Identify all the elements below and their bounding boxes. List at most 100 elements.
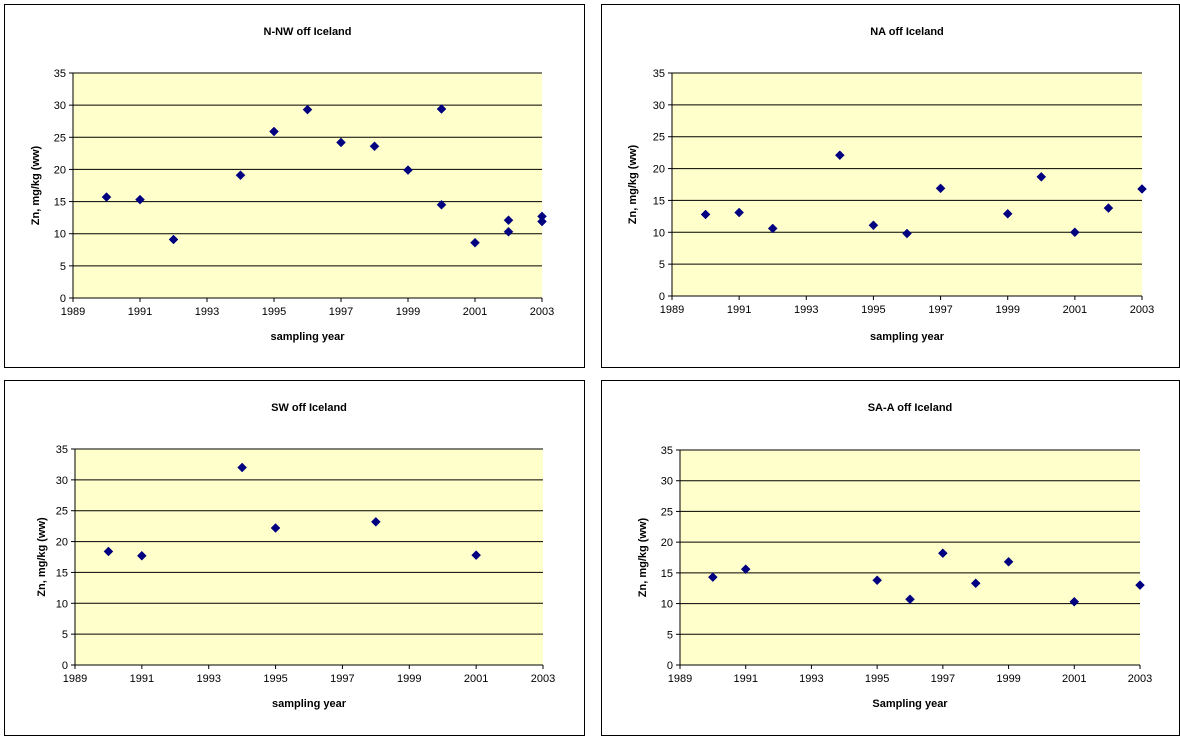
- plot-area: [680, 450, 1140, 665]
- data-point: [835, 150, 845, 161]
- x-tick-label: 2003: [530, 306, 554, 318]
- x-tick-label: 1993: [195, 306, 219, 318]
- data-point: [537, 216, 547, 227]
- data-point: [767, 223, 778, 234]
- x-tick-label: 1995: [262, 306, 286, 318]
- x-tick-label: 1995: [263, 673, 287, 685]
- data-point: [235, 170, 246, 181]
- y-tick-label: 10: [54, 229, 66, 241]
- data-point: [436, 104, 447, 114]
- chart-title: N-NW off Iceland: [264, 26, 352, 38]
- y-tick-label: 25: [54, 132, 66, 144]
- data-point: [902, 228, 912, 239]
- y-tick-label: 35: [661, 445, 673, 457]
- data-point: [336, 137, 346, 148]
- y-tick-label: 5: [659, 259, 665, 271]
- data-point: [868, 220, 879, 231]
- x-tick-label: 1989: [61, 306, 85, 318]
- data-point: [503, 226, 514, 237]
- data-point: [905, 594, 915, 605]
- data-point: [1003, 556, 1014, 567]
- data-point: [935, 183, 946, 194]
- data-point: [137, 550, 147, 561]
- x-tick-label: 1993: [799, 673, 823, 685]
- data-point: [938, 548, 948, 559]
- y-tick-label: 25: [653, 132, 665, 144]
- y-axis-label: Zn, mg/kg (ww): [627, 144, 639, 224]
- chart-panel-sw: 0 5 10 15 20 25 30 35 1989 1991 1993 1995 1997 1999 20…: [4, 380, 585, 736]
- x-tick-label: 2001: [463, 306, 487, 318]
- data-point: [1103, 203, 1114, 213]
- data-point: [503, 215, 514, 226]
- data-point: [237, 462, 247, 473]
- scatter-chart: 0 5 10 15 20 25 30 35 1989 1991 1993 1995 1997 1999 20…: [30, 26, 554, 343]
- x-tick-label: 2001: [1062, 673, 1086, 685]
- data-point: [101, 192, 112, 202]
- y-tick-label: 10: [661, 599, 673, 611]
- y-tick-label: 15: [653, 195, 665, 207]
- chart-panel-n-nw: 0 5 10 15 20 25 30 35 1989 1991 1993 1995 1997 1999 20…: [4, 4, 585, 368]
- y-tick-label: 25: [661, 506, 673, 518]
- x-axis-label: sampling year: [272, 698, 347, 710]
- data-point: [371, 516, 381, 527]
- chart-title: SA-A off Iceland: [868, 402, 953, 414]
- x-tick-label: 1999: [397, 673, 421, 685]
- x-tick-label: 2001: [464, 673, 488, 685]
- x-tick-label: 1997: [928, 304, 952, 316]
- y-tick-label: 0: [667, 660, 673, 672]
- y-tick-label: 20: [56, 537, 68, 549]
- x-tick-label: 2003: [1130, 304, 1154, 316]
- x-tick-label: 1989: [660, 304, 684, 316]
- y-tick-label: 35: [56, 444, 68, 456]
- x-tick-label: 1997: [329, 306, 353, 318]
- y-tick-label: 15: [661, 568, 673, 580]
- data-point: [734, 207, 744, 218]
- y-tick-label: 35: [54, 68, 66, 80]
- y-tick-label: 0: [62, 660, 68, 672]
- x-tick-label: 2001: [1063, 304, 1087, 316]
- y-tick-label: 15: [56, 567, 68, 579]
- data-point: [970, 578, 981, 589]
- y-tick-label: 30: [54, 100, 66, 112]
- plot-area: [75, 449, 543, 665]
- y-axis-label: Zn, mg/kg (ww): [30, 145, 42, 225]
- data-point: [403, 165, 413, 175]
- x-tick-label: 1997: [931, 673, 955, 685]
- plot-area: [672, 73, 1142, 296]
- y-tick-label: 15: [54, 197, 66, 209]
- x-tick-label: 1991: [733, 673, 757, 685]
- data-point: [470, 237, 480, 248]
- data-point: [168, 234, 179, 245]
- data-point: [1137, 184, 1147, 194]
- data-point: [1036, 172, 1047, 182]
- y-tick-label: 30: [56, 475, 68, 487]
- data-point: [1070, 227, 1080, 238]
- data-point: [135, 194, 145, 205]
- data-point: [872, 575, 882, 586]
- x-tick-label: 1991: [128, 306, 152, 318]
- x-tick-label: 2003: [1128, 673, 1152, 685]
- x-tick-label: 1991: [130, 673, 154, 685]
- y-tick-label: 0: [659, 291, 665, 303]
- chart-title: NA off Iceland: [870, 26, 944, 38]
- data-point: [369, 141, 380, 152]
- data-point: [436, 199, 447, 210]
- scatter-chart: 0 5 10 15 20 25 30 35 1989 1991 1993 1995 1997 1999 20…: [36, 402, 555, 710]
- x-tick-label: 1997: [330, 673, 354, 685]
- y-tick-label: 30: [661, 476, 673, 488]
- data-point: [1135, 580, 1145, 590]
- y-tick-label: 20: [661, 537, 673, 549]
- data-point: [103, 546, 114, 557]
- x-tick-label: 1999: [996, 673, 1020, 685]
- y-axis-label: Zn, mg/kg (ww): [637, 517, 649, 597]
- y-tick-label: 20: [54, 164, 66, 176]
- y-axis-label: Zn, mg/kg (ww): [36, 517, 48, 597]
- data-point: [740, 564, 751, 575]
- x-axis-label: sampling year: [870, 331, 945, 343]
- x-tick-label: 1993: [196, 673, 220, 685]
- data-point: [270, 523, 281, 533]
- x-tick-label: 1989: [668, 673, 692, 685]
- x-axis-label: sampling year: [271, 331, 346, 343]
- data-point: [269, 126, 279, 137]
- scatter-chart: 0 5 10 15 20 25 30 35 1989 1991 1993 1995 1997 1999 20…: [637, 402, 1152, 710]
